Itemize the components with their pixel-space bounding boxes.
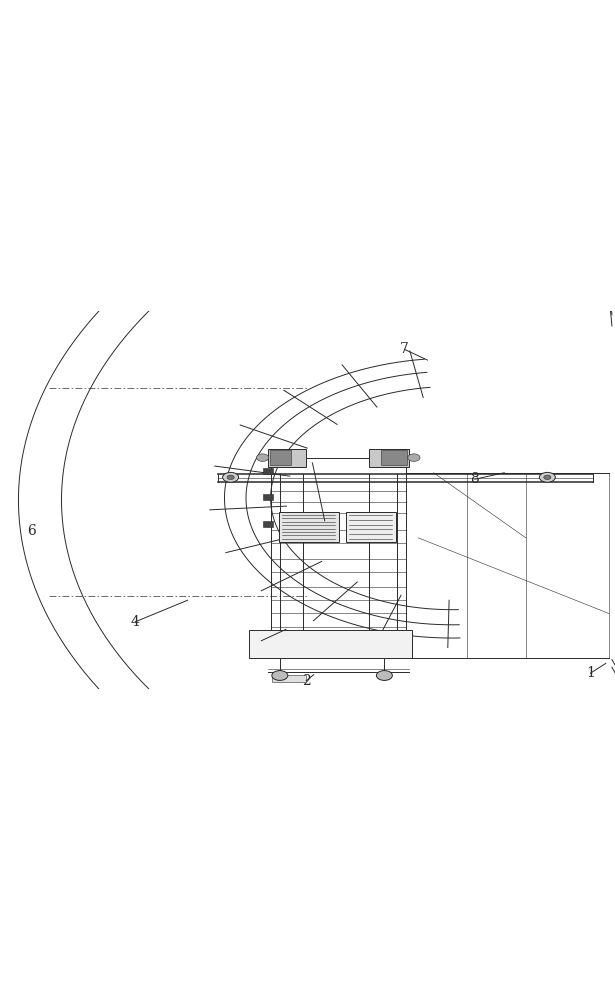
Circle shape: [408, 454, 420, 461]
Text: 7: 7: [400, 342, 409, 356]
Bar: [272, 675, 306, 682]
Bar: [279, 512, 339, 542]
Text: 5: 5: [320, 514, 329, 528]
Bar: [270, 450, 291, 465]
Text: 3: 3: [257, 634, 266, 648]
Bar: [263, 521, 273, 527]
Circle shape: [376, 671, 392, 680]
Text: 2: 2: [302, 674, 311, 688]
Circle shape: [544, 475, 551, 480]
Circle shape: [256, 454, 269, 461]
Bar: [369, 449, 409, 467]
Text: 4: 4: [131, 615, 140, 629]
Bar: [268, 449, 306, 467]
Bar: [381, 450, 407, 465]
Circle shape: [539, 472, 555, 482]
Bar: [249, 630, 412, 658]
Circle shape: [272, 671, 288, 680]
Circle shape: [223, 472, 239, 482]
Bar: [263, 468, 273, 474]
Text: 1: 1: [586, 666, 595, 680]
Text: 6: 6: [28, 524, 36, 538]
Circle shape: [227, 475, 234, 480]
Text: 8: 8: [470, 472, 479, 486]
Bar: [263, 494, 273, 500]
Bar: [346, 512, 396, 542]
